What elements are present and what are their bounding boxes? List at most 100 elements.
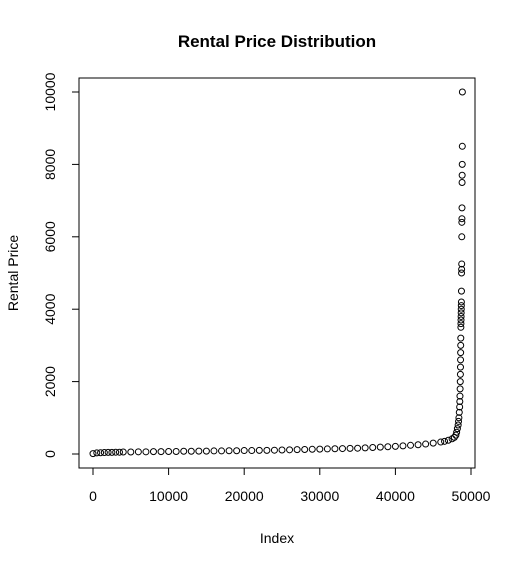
- data-point: [233, 447, 241, 455]
- data-point: [437, 438, 445, 446]
- data-point: [391, 442, 399, 450]
- y-axis: 0 2000 4000 6000 8000 10000: [42, 72, 80, 458]
- data-point: [453, 428, 461, 436]
- x-tick-label: 20000: [225, 488, 264, 504]
- data-point: [457, 287, 465, 295]
- data-point: [457, 320, 465, 328]
- data-point: [455, 414, 463, 422]
- data-point: [115, 448, 123, 456]
- data-point: [104, 448, 112, 456]
- data-point: [323, 445, 331, 453]
- data-point: [308, 445, 316, 453]
- data-point: [240, 447, 248, 455]
- data-point: [457, 309, 465, 317]
- data-point: [458, 260, 466, 268]
- data-point: [407, 441, 415, 449]
- y-tick-label: 2000: [42, 366, 58, 397]
- data-point: [384, 443, 392, 451]
- data-point: [210, 447, 218, 455]
- data-point: [369, 443, 377, 451]
- data-point: [456, 378, 464, 386]
- data-point: [457, 305, 465, 313]
- y-tick-label: 4000: [42, 293, 58, 324]
- data-point: [457, 316, 465, 324]
- data-point: [119, 448, 127, 456]
- data-point: [456, 398, 464, 406]
- data-point: [456, 370, 464, 378]
- data-point: [414, 441, 422, 449]
- data-point: [255, 446, 263, 454]
- data-point: [457, 302, 465, 310]
- data-point: [278, 446, 286, 454]
- y-tick-label: 6000: [42, 221, 58, 252]
- data-point: [452, 431, 460, 439]
- data-point: [338, 445, 346, 453]
- data-point: [202, 447, 210, 455]
- y-tick-label: 8000: [42, 149, 58, 180]
- data-point: [456, 392, 464, 400]
- data-point: [218, 447, 226, 455]
- data-point: [301, 445, 309, 453]
- data-point: [458, 215, 466, 223]
- data-point: [225, 447, 233, 455]
- x-tick-label: 10000: [149, 488, 188, 504]
- data-point: [457, 341, 465, 349]
- data-point: [458, 179, 466, 186]
- x-axis: 0 10000 20000 30000 40000 50000: [89, 467, 491, 504]
- data-point: [165, 447, 173, 455]
- data-point: [108, 448, 116, 456]
- data-point: [93, 449, 101, 457]
- data-point: [172, 447, 180, 455]
- data-point: [458, 204, 466, 212]
- data-point: [454, 421, 462, 429]
- data-point: [346, 444, 354, 452]
- data-point: [422, 440, 430, 448]
- data-point: [458, 88, 466, 96]
- data-point: [458, 160, 466, 168]
- x-tick-label: 30000: [300, 488, 339, 504]
- data-point: [457, 312, 465, 320]
- y-tick-label: 10000: [42, 72, 58, 111]
- data-point: [127, 448, 135, 456]
- data-point: [354, 444, 362, 452]
- data-point: [457, 323, 465, 331]
- plot-frame: [78, 77, 476, 469]
- data-point: [89, 450, 97, 458]
- data-point: [458, 218, 466, 226]
- data-point: [458, 142, 466, 150]
- data-point: [187, 447, 195, 455]
- data-point: [180, 447, 188, 455]
- data-point: [248, 447, 256, 455]
- data-point: [149, 448, 157, 456]
- data-point: [455, 408, 463, 416]
- data-point: [458, 269, 466, 277]
- data-point: [457, 334, 465, 342]
- chart-title: Rental Price Distribution: [178, 32, 376, 51]
- data-point: [456, 403, 464, 411]
- data-point: [429, 439, 437, 447]
- data-points: [89, 88, 466, 458]
- x-tick-label: 40000: [376, 488, 415, 504]
- data-point: [457, 356, 465, 364]
- y-tick-label: 0: [42, 450, 58, 458]
- data-point: [331, 445, 339, 453]
- x-tick-label: 50000: [452, 488, 491, 504]
- data-point: [458, 233, 466, 241]
- data-point: [157, 448, 165, 456]
- data-point: [453, 425, 461, 433]
- data-point: [270, 446, 278, 454]
- y-axis-label: Rental Price: [5, 235, 21, 311]
- data-point: [134, 448, 142, 456]
- data-point: [444, 436, 452, 444]
- data-point: [263, 446, 271, 454]
- data-point: [100, 449, 108, 457]
- data-point: [458, 171, 466, 179]
- data-point: [112, 448, 120, 456]
- x-axis-label: Index: [260, 530, 294, 546]
- data-point: [441, 437, 449, 445]
- data-point: [142, 448, 150, 456]
- data-point: [456, 363, 464, 371]
- data-point: [457, 349, 465, 357]
- x-tick-label: 0: [89, 488, 97, 504]
